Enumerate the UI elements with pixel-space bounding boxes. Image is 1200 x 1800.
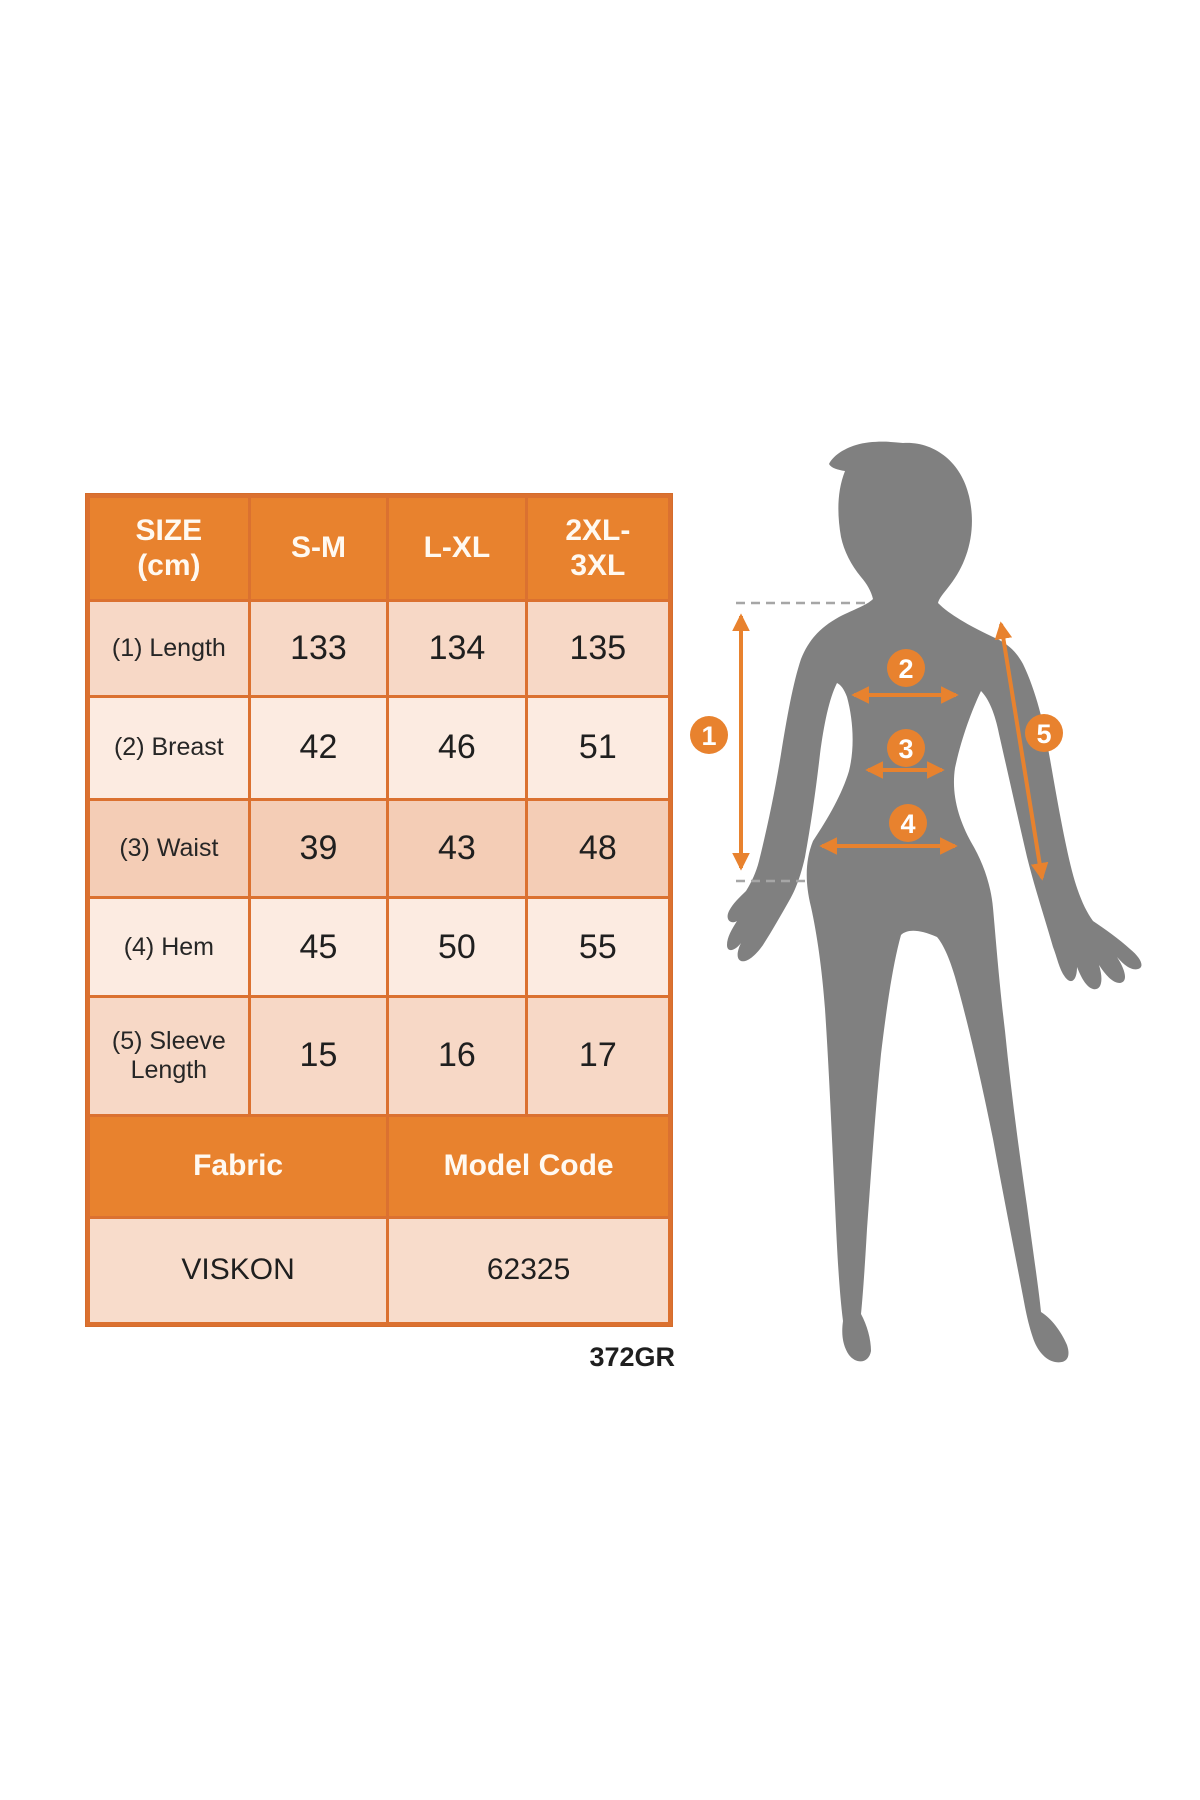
breast-sm: 42 (250, 697, 387, 798)
row-length-label: (1) Length (90, 602, 248, 695)
row-breast-label: (2) Breast (90, 697, 248, 798)
header-col-2xl3xl-label: 2XL-3XL (565, 514, 631, 582)
header-col-sm-label: S-M (290, 531, 346, 565)
size-chart-table: SIZE (cm) S-M L-XL 2XL-3XL (1) Length 13… (85, 493, 673, 1327)
sleeve-arrow (994, 621, 1049, 881)
hem-sm: 45 (250, 898, 387, 996)
length-2xl3xl: 135 (527, 602, 668, 695)
row-sleeve-label: (5) Sleeve Length (90, 998, 248, 1114)
woman-silhouette-icon (727, 441, 1142, 1363)
length-lxl: 134 (389, 602, 525, 695)
waist-2xl3xl: 48 (527, 800, 668, 896)
fabric-value: VISKON (90, 1218, 387, 1322)
marker-3-label: 3 (898, 734, 913, 764)
model-code-value: 62325 (389, 1218, 668, 1322)
header-col-lxl: L-XL (389, 498, 525, 600)
weight-note: 372GR (589, 1342, 675, 1372)
header-col-lxl-label: L-XL (423, 531, 491, 565)
waist-lxl: 43 (389, 800, 525, 896)
marker-4: 4 (889, 804, 927, 842)
waist-sm: 39 (250, 800, 387, 896)
marker-2-label: 2 (898, 654, 913, 684)
length-sm: 133 (250, 602, 387, 695)
row-hem-label: (4) Hem (90, 898, 248, 996)
marker-2: 2 (887, 649, 925, 687)
marker-5-label: 5 (1036, 719, 1051, 749)
sleeve-2xl3xl: 17 (527, 998, 668, 1114)
sleeve-sm: 15 (250, 998, 387, 1114)
marker-1-label: 1 (701, 721, 716, 751)
marker-3: 3 (887, 729, 925, 767)
fabric-header: Fabric (90, 1116, 387, 1216)
hem-2xl3xl: 55 (527, 898, 668, 996)
marker-1: 1 (690, 716, 728, 754)
header-size-cm: SIZE (cm) (90, 498, 248, 600)
breast-lxl: 46 (389, 697, 525, 798)
header-col-sm: S-M (250, 498, 387, 600)
marker-5: 5 (1025, 714, 1063, 752)
header-col-2xl3xl: 2XL-3XL (527, 498, 668, 600)
sleeve-lxl: 16 (389, 998, 525, 1114)
row-waist-label: (3) Waist (90, 800, 248, 896)
marker-4-label: 4 (900, 809, 915, 839)
breast-2xl3xl: 51 (527, 697, 668, 798)
hem-lxl: 50 (389, 898, 525, 996)
header-size-cm-label: SIZE (cm) (135, 514, 203, 582)
model-code-header: Model Code (389, 1116, 668, 1216)
